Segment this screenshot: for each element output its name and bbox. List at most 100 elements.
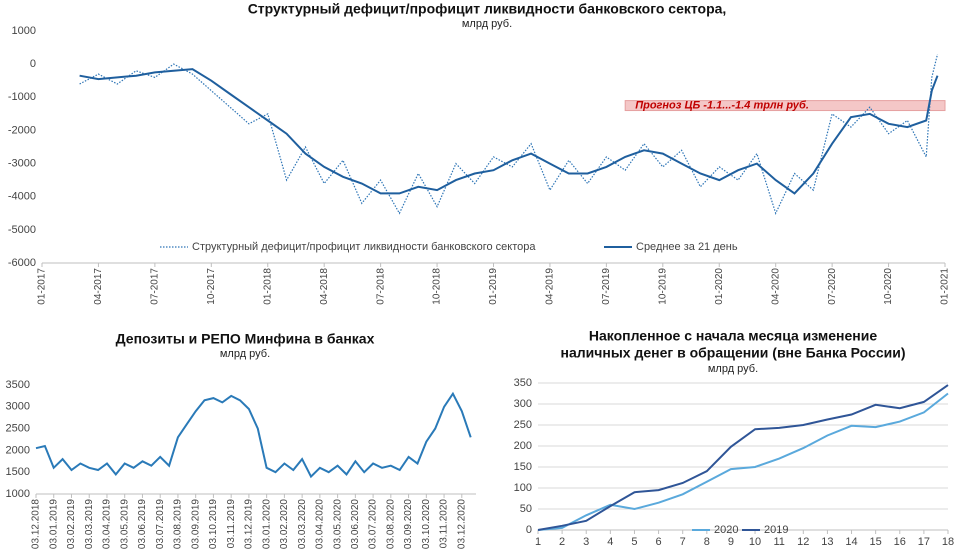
x-tick-label: 03.06.2020	[350, 499, 361, 549]
x-tick-label: 17	[918, 536, 930, 548]
x-tick-label: 15	[870, 536, 882, 548]
x-tick-label: 13	[821, 536, 833, 548]
chart-title: Структурный дефицит/профицит ликвидности…	[248, 1, 727, 17]
x-tick-label: 16	[894, 536, 906, 548]
x-tick-label: 1	[535, 536, 541, 548]
forecast-label: Прогноз ЦБ -1.1...-1.4 трлн руб.	[635, 99, 809, 111]
y-tick-label: 0	[30, 58, 36, 70]
x-tick-label: 03.11.2020	[439, 499, 450, 549]
series-line	[79, 68, 939, 195]
forecast-band	[624, 100, 946, 112]
series-line	[537, 392, 949, 531]
x-tick-label: 18	[942, 536, 954, 548]
x-tick-label: 01-2021	[940, 268, 951, 305]
x-tick-label: 3	[583, 536, 589, 548]
series-line	[79, 54, 939, 215]
x-tick-label: 03.09.2019	[190, 499, 201, 549]
x-tick-label: 03.03.2019	[84, 499, 95, 549]
x-tick-label: 03.05.2020	[332, 499, 343, 549]
x-tick-label: 03.08.2019	[173, 499, 184, 549]
x-tick-label: 8	[704, 536, 710, 548]
y-tick-label: 200	[514, 440, 532, 452]
x-tick-label: 4	[607, 536, 613, 548]
y-tick-label: -2000	[8, 124, 36, 136]
x-tick-label: 07-2018	[375, 268, 386, 305]
x-tick-label: 03.11.2019	[226, 499, 237, 549]
x-tick-label: 04-2020	[770, 268, 781, 305]
y-tick-label: 2500	[6, 423, 30, 435]
y-tick-label: -1000	[8, 91, 36, 103]
y-tick-label: -5000	[8, 224, 36, 236]
chart-subtitle: млрд руб.	[462, 18, 512, 30]
y-tick-label: 0	[526, 524, 532, 536]
x-tick-label: 04-2018	[319, 268, 330, 305]
legend-label: 2020	[714, 524, 738, 536]
chart-subtitle: млрд руб.	[708, 363, 758, 375]
x-tick-label: 03.12.2019	[244, 499, 255, 549]
x-tick-label: 01-2018	[262, 268, 273, 305]
x-tick-label: 03.07.2019	[155, 499, 166, 549]
x-tick-label: 03.10.2019	[208, 499, 219, 549]
chart-title: наличных денег в обращении (вне Банка Ро…	[561, 345, 906, 361]
legend-label: Структурный дефицит/профицит ликвидности…	[192, 241, 536, 253]
x-tick-label: 11	[773, 536, 784, 548]
chart-title: Депозиты и РЕПО Минфина в банках	[116, 331, 375, 347]
x-tick-label: 6	[656, 536, 662, 548]
series-line	[537, 384, 949, 531]
y-tick-label: 350	[514, 377, 532, 389]
x-tick-label: 03.01.2019	[48, 499, 59, 549]
x-tick-label: 04-2019	[545, 268, 556, 305]
x-tick-label: 03.02.2019	[66, 499, 77, 549]
x-tick-label: 01-2020	[714, 268, 725, 305]
x-tick-label: 2	[559, 536, 565, 548]
x-tick-label: 03.04.2020	[315, 499, 326, 549]
x-tick-label: 10-2020	[883, 268, 894, 305]
x-tick-label: 01-2019	[488, 268, 499, 305]
x-tick-label: 04-2017	[93, 268, 104, 305]
series-line	[35, 391, 472, 479]
x-tick-label: 7	[680, 536, 686, 548]
x-tick-label: 03.07.2020	[368, 499, 379, 549]
y-tick-label: 1000	[12, 25, 36, 37]
x-tick-label: 03.12.2020	[456, 499, 467, 549]
y-tick-label: -3000	[8, 157, 36, 169]
y-tick-label: 100	[514, 482, 532, 494]
x-tick-label: 01-2017	[37, 268, 48, 305]
x-tick-label: 03.12.2018	[31, 499, 42, 549]
y-tick-label: 300	[514, 398, 532, 410]
x-tick-label: 03.09.2020	[403, 499, 414, 549]
x-tick-label: 10-2018	[432, 268, 443, 305]
x-tick-label: 10	[749, 536, 761, 548]
chart-title: Накопленное с начала месяца изменение	[589, 328, 877, 344]
x-tick-label: 03.05.2019	[119, 499, 130, 549]
x-tick-label: 07-2019	[601, 268, 612, 305]
x-tick-label: 03.04.2019	[102, 499, 113, 549]
x-tick-label: 03.06.2019	[137, 499, 148, 549]
y-tick-label: 50	[520, 503, 532, 515]
x-tick-label: 03.03.2020	[297, 499, 308, 549]
x-tick-label: 03.01.2020	[261, 499, 272, 549]
y-tick-label: 2000	[6, 444, 30, 456]
y-tick-label: 1500	[6, 466, 30, 478]
y-tick-label: -6000	[8, 257, 36, 269]
x-tick-label: 03.08.2020	[385, 499, 396, 549]
x-tick-label: 07-2017	[150, 268, 161, 305]
x-tick-label: 10-2019	[657, 268, 668, 305]
y-tick-label: 3500	[6, 379, 30, 391]
x-tick-label: 9	[728, 536, 734, 548]
y-tick-label: -4000	[8, 191, 36, 203]
x-tick-label: 03.10.2020	[421, 499, 432, 549]
y-tick-label: 3000	[6, 401, 30, 413]
x-tick-label: 03.02.2020	[279, 499, 290, 549]
y-tick-label: 150	[514, 461, 532, 473]
chart-subtitle: млрд руб.	[220, 348, 270, 360]
x-tick-label: 07-2020	[827, 268, 838, 305]
legend-label: Среднее за 21 день	[636, 241, 738, 253]
y-tick-label: 250	[514, 419, 532, 431]
y-tick-label: 1000	[6, 488, 30, 500]
x-tick-label: 10-2017	[206, 268, 217, 305]
x-tick-label: 5	[631, 536, 637, 548]
legend-label: 2019	[764, 524, 788, 536]
x-tick-label: 14	[845, 536, 857, 548]
